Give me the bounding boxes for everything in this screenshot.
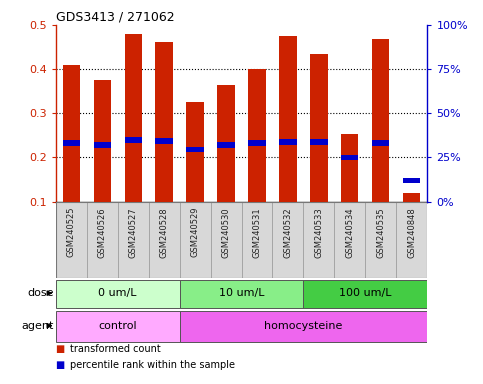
Bar xyxy=(180,202,211,278)
Bar xyxy=(186,147,203,152)
Bar xyxy=(303,280,427,308)
Bar xyxy=(248,69,266,202)
Bar xyxy=(56,311,180,342)
Text: 10 um/L: 10 um/L xyxy=(219,288,264,298)
Bar xyxy=(217,84,235,202)
Bar xyxy=(94,80,111,202)
Bar xyxy=(311,139,327,145)
Bar xyxy=(403,177,421,183)
Bar xyxy=(397,202,427,278)
Bar xyxy=(125,34,142,202)
Text: GSM240534: GSM240534 xyxy=(345,207,355,258)
Text: ■: ■ xyxy=(56,360,65,370)
Bar xyxy=(56,280,180,308)
Bar xyxy=(186,102,203,202)
Bar xyxy=(156,138,172,144)
Bar xyxy=(248,141,266,146)
Text: GSM240525: GSM240525 xyxy=(67,207,75,258)
Bar xyxy=(341,155,358,160)
Bar xyxy=(217,142,235,148)
Bar xyxy=(180,280,303,308)
Bar xyxy=(62,65,80,202)
Bar xyxy=(242,202,272,278)
Text: GSM240530: GSM240530 xyxy=(222,207,230,258)
Bar xyxy=(117,202,149,278)
Bar xyxy=(62,141,80,146)
Bar xyxy=(311,54,327,202)
Bar xyxy=(149,202,180,278)
Text: control: control xyxy=(98,321,137,331)
Text: agent: agent xyxy=(22,321,54,331)
Bar xyxy=(334,202,366,278)
Bar xyxy=(280,139,297,145)
Bar xyxy=(341,134,358,202)
Bar xyxy=(94,142,111,148)
Text: ■: ■ xyxy=(56,344,65,354)
Text: GSM240535: GSM240535 xyxy=(376,207,385,258)
Bar xyxy=(372,39,389,202)
Text: GSM240529: GSM240529 xyxy=(190,207,199,258)
Bar xyxy=(156,42,172,202)
Bar xyxy=(280,36,297,202)
Text: dose: dose xyxy=(28,288,54,298)
Bar xyxy=(403,193,421,202)
Text: transformed count: transformed count xyxy=(70,344,161,354)
Bar xyxy=(125,137,142,142)
Text: GDS3413 / 271062: GDS3413 / 271062 xyxy=(56,11,174,24)
Bar xyxy=(372,141,389,146)
Text: 0 um/L: 0 um/L xyxy=(98,288,137,298)
Text: GSM240533: GSM240533 xyxy=(314,207,324,258)
Text: GSM240528: GSM240528 xyxy=(159,207,169,258)
Text: homocysteine: homocysteine xyxy=(264,321,342,331)
Text: GSM240531: GSM240531 xyxy=(253,207,261,258)
Text: GSM240526: GSM240526 xyxy=(98,207,107,258)
Text: GSM240527: GSM240527 xyxy=(128,207,138,258)
Bar xyxy=(272,202,303,278)
Bar xyxy=(366,202,397,278)
Text: 100 um/L: 100 um/L xyxy=(339,288,392,298)
Bar xyxy=(56,202,86,278)
Bar xyxy=(180,311,427,342)
Text: GSM240532: GSM240532 xyxy=(284,207,293,258)
Bar xyxy=(86,202,117,278)
Text: percentile rank within the sample: percentile rank within the sample xyxy=(70,360,235,370)
Bar xyxy=(211,202,242,278)
Text: GSM240848: GSM240848 xyxy=(408,207,416,258)
Bar xyxy=(303,202,334,278)
